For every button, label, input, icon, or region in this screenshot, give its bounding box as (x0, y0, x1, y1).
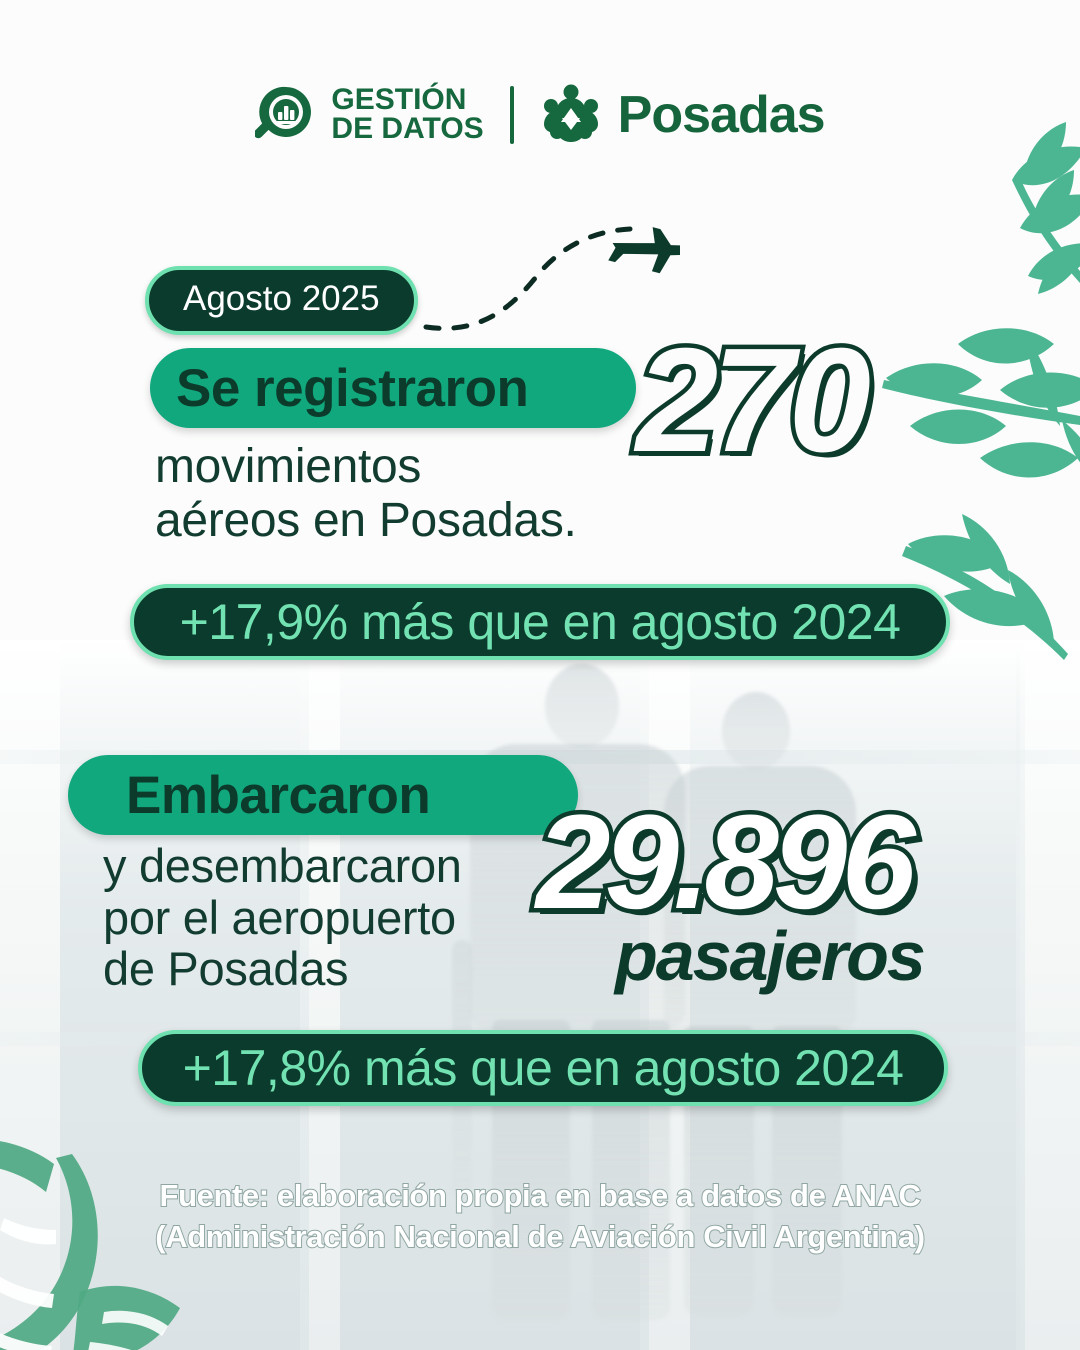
passengers-description: y desembarcaron por el aeropuerto de Pos… (103, 839, 462, 996)
gestion-de-datos-logo: GESTIÓN DE DATOS (255, 83, 484, 146)
passengers-number: 29.896 (532, 784, 921, 942)
movements-description: movimientos aéreos en Posadas. (155, 440, 577, 547)
month-badge: Agosto 2025 (145, 266, 418, 335)
posadas-wordmark: Posadas (617, 86, 826, 144)
passengers-unit-label: pasajeros (615, 917, 926, 995)
passengers-comparison-badge: +17,8% más que en agosto 2024 (138, 1030, 948, 1106)
brand-line-1: GESTIÓN (331, 83, 467, 117)
posadas-star-people-icon (543, 84, 598, 142)
monstera-leaf-icon (0, 1141, 180, 1350)
magnifier-bar-chart-icon (255, 86, 312, 139)
brand-line-2: DE DATOS (331, 112, 484, 145)
embarcaron-pill: Embarcaron (68, 755, 578, 835)
airplane-dotted-trail-icon (423, 226, 680, 331)
vertical-divider (509, 86, 514, 144)
header-brand-bar: GESTIÓN DE DATOS Posadas (0, 84, 1080, 146)
movements-comparison-badge: +17,9% más que en agosto 2024 (130, 584, 950, 660)
movements-number: 270 (632, 314, 876, 488)
posadas-logo: Posadas (540, 84, 826, 146)
source-footnote: Fuente: elaboración propia en base a dat… (154, 1177, 926, 1255)
registraron-pill: Se registraron (150, 348, 636, 428)
